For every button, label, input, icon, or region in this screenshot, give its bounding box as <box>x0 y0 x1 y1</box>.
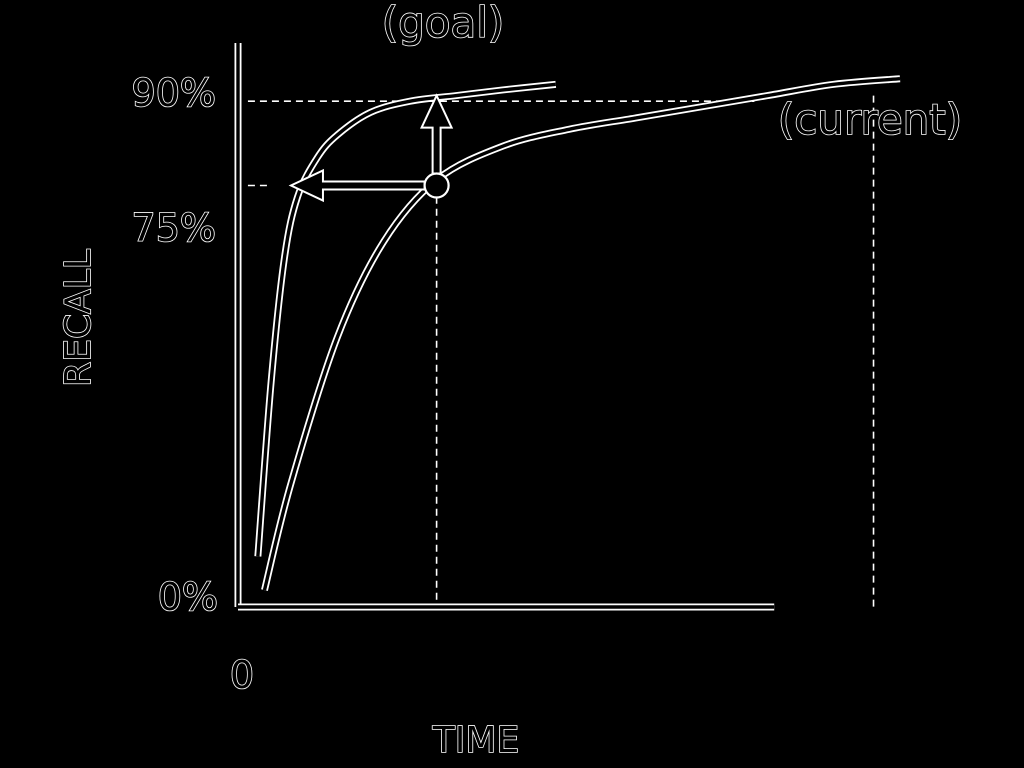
series-line-1-inner <box>264 79 900 590</box>
x-tick-label-0: 0 <box>230 653 254 697</box>
series-line-1-outer <box>264 79 900 590</box>
arrow-up <box>422 96 452 174</box>
y-tick-label-90: 90% <box>132 71 216 115</box>
annotation-goal: (goal) <box>382 0 505 47</box>
series-layer <box>258 79 900 590</box>
arrow-left-shape <box>291 171 425 201</box>
data-marker-circle <box>425 174 449 198</box>
arrow-left <box>291 171 425 201</box>
y-axis-label: RECALL <box>58 249 99 387</box>
series-line-0 <box>258 84 556 556</box>
text-layer: (goal) (current) 90% 75% 0% 0 TIME RECAL… <box>58 0 962 761</box>
y-tick-label-0: 0% <box>158 575 218 619</box>
markers <box>425 174 449 198</box>
series-line-0-outer <box>258 84 556 556</box>
series-line-0-inner <box>258 84 556 556</box>
annotation-current: (current) <box>778 95 962 144</box>
y-tick-label-75: 75% <box>132 206 216 250</box>
series-line-1 <box>264 79 900 590</box>
axes <box>238 43 774 607</box>
x-axis-label: TIME <box>432 720 519 761</box>
arrow-up-shape <box>422 96 452 174</box>
reference-lines <box>248 96 874 607</box>
